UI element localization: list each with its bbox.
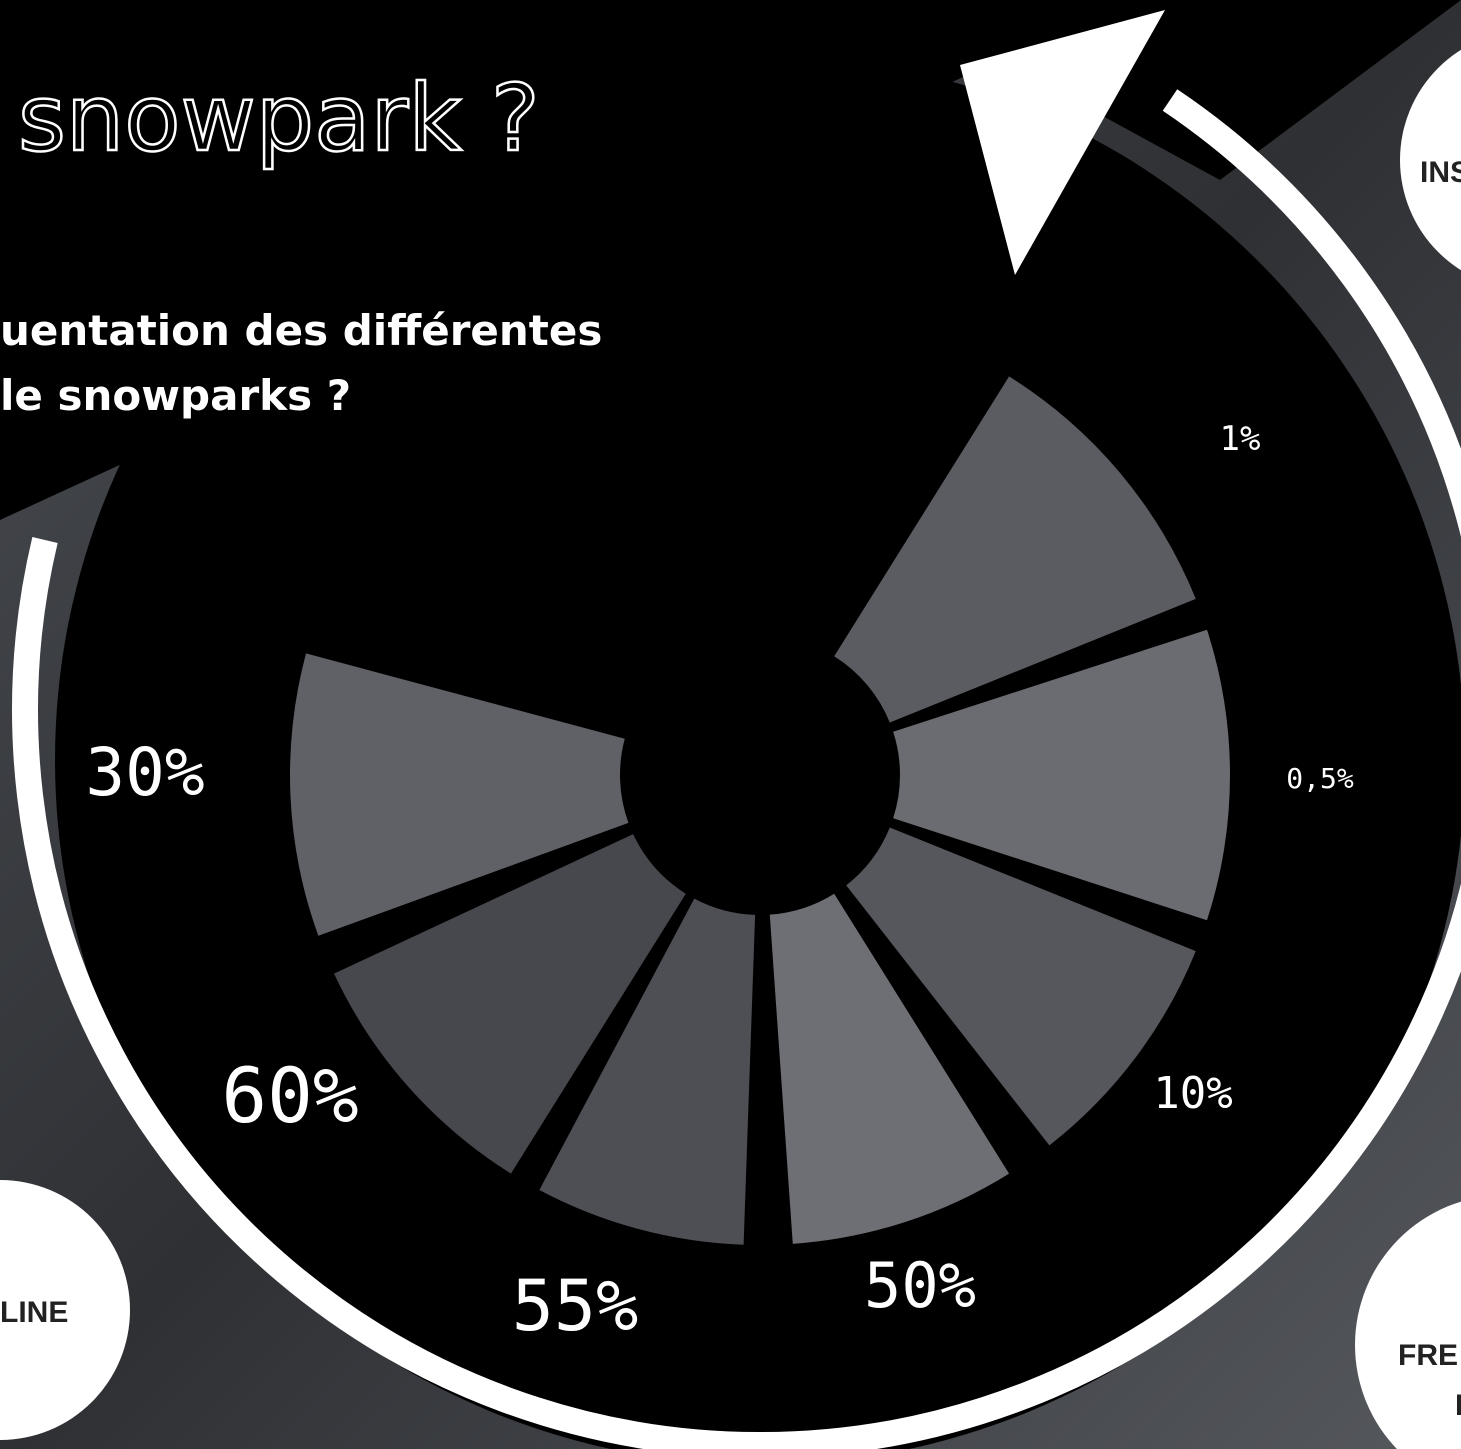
badge-label: INS <box>1420 156 1461 189</box>
ring-label: 0,5% <box>1286 762 1354 795</box>
badge-label: I <box>1455 1389 1461 1422</box>
photo-wedge <box>834 376 1196 723</box>
ring-disc <box>55 55 1461 1449</box>
question-line: uentation des différentes <box>0 306 602 355</box>
ring-label: 60% <box>221 1051 358 1140</box>
badge-circle <box>1400 49 1461 271</box>
arrow-head <box>960 10 1165 275</box>
photo-wedge <box>893 629 1230 921</box>
ring-label: 55% <box>512 1265 638 1347</box>
badge-label: FRE <box>1398 1339 1458 1372</box>
badge-circle <box>1355 1201 1461 1449</box>
photo-wedge <box>334 834 686 1174</box>
page-title: snowpark ? <box>18 65 540 172</box>
badge-circle <box>0 1180 130 1440</box>
photo-wedge <box>290 653 629 936</box>
photo-wedge <box>846 827 1196 1146</box>
dark-panel <box>0 0 1461 520</box>
ring-label: 1% <box>1220 419 1261 459</box>
photo-wedge <box>539 898 756 1245</box>
wedges <box>290 376 1230 1245</box>
badge-label: LINE <box>0 1296 68 1329</box>
photo-wedge <box>769 893 1010 1244</box>
question-line: le snowparks ? <box>0 371 351 420</box>
ring-label: 10% <box>1153 1068 1232 1119</box>
arrow-arc <box>12 89 1461 1449</box>
ring-label: 30% <box>85 734 204 811</box>
ring-label: 50% <box>864 1249 976 1322</box>
